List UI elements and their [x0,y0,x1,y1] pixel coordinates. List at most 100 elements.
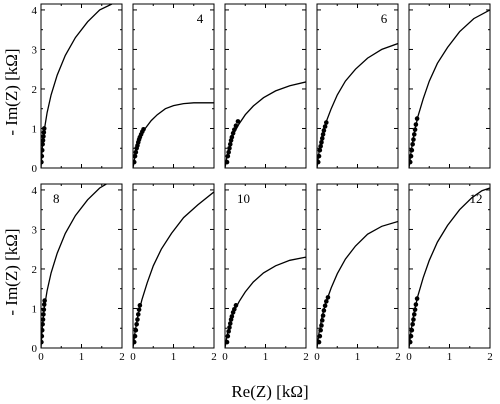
data-point [409,147,415,153]
plot-area [41,4,113,168]
data-point [41,333,45,339]
data-point [325,295,331,300]
data-point [41,307,47,312]
data-point [409,153,414,159]
data-point [41,302,47,307]
data-point [42,298,47,303]
panel-frame [40,3,123,169]
data-point [409,159,413,165]
data-point [317,147,323,153]
data-point [319,136,325,141]
data-point [324,299,329,304]
data-point [225,159,230,165]
data-point [414,116,420,121]
plot-area [225,81,306,168]
data-point [41,138,46,143]
panel-2: 4 [132,3,215,169]
data-point [232,306,237,312]
x-tick-label: 1 [79,351,85,363]
panel-5 [408,3,491,169]
plot-area [317,220,398,348]
data-point [413,122,419,127]
panel-frame [132,183,215,349]
data-point [227,325,232,330]
data-point [133,333,138,339]
data-point [317,333,323,339]
plot-area [409,187,490,348]
data-point [320,313,326,318]
data-point [133,153,138,159]
data-point [41,153,45,159]
panel-6: 0 1 2 3 4 0 1 2 8 [32,183,125,363]
data-point [410,321,415,327]
data-point [133,159,137,165]
data-point [409,333,414,339]
data-point [133,327,139,333]
x-tick-label: 2 [119,351,125,363]
panel-frame [408,3,491,169]
y-tick-label: 2 [32,84,38,96]
data-point [41,321,45,327]
data-point [324,120,329,125]
data-point [409,327,415,333]
x-tick-label: 1 [355,351,361,363]
data-point [414,296,420,301]
panel-frame [316,3,399,169]
data-point [235,119,241,124]
fit-curve [317,42,398,168]
plot-area [41,184,108,348]
data-point [233,123,239,129]
fit-curve [41,184,108,348]
data-point [225,153,231,159]
y-tick-label: 4 [32,185,38,197]
panel-7: 0 1 2 [130,183,217,363]
data-point [227,321,233,326]
data-point [225,333,231,339]
x-tick-label: 1 [447,351,453,363]
y-tick-label: 1 [32,123,38,135]
data-point [227,145,232,151]
data-point [319,140,324,145]
fit-curve [133,191,214,348]
data-point [41,130,47,135]
panel-8: 0 1 2 10 [222,183,309,363]
panel-frame [224,183,307,349]
data-point [319,323,324,328]
x-tick-label: 0 [222,351,228,363]
y-tick-label: 3 [32,224,38,236]
data-point [41,327,45,333]
x-tick-label: 0 [38,351,44,363]
panel-10: 0 1 212 [406,183,493,363]
panel-label: 12 [470,191,483,206]
data-point [229,134,235,140]
data-point [230,130,236,136]
fit-curve [225,256,306,348]
data-point [320,132,326,137]
panel-label: 6 [381,11,388,26]
y-axis-label-bottom: - Im(Z) [kΩ] [2,228,21,315]
data-point [322,124,328,129]
x-tick-label: 2 [487,351,493,363]
data-point [136,307,142,312]
data-point [317,159,321,165]
data-point [137,303,143,308]
x-tick-label: 2 [303,351,309,363]
panel-label: 10 [237,191,250,206]
data-point [227,141,233,147]
fit-curve [317,220,398,348]
data-point [319,318,325,323]
data-point [226,329,231,334]
data-point [411,137,416,142]
x-tick-label: 0 [406,351,412,363]
data-point [318,143,323,149]
y-tick-label: 1 [32,303,38,315]
data-point [322,303,328,309]
y-tick-label: 2 [32,264,38,276]
panel-9: 0 1 2 [314,183,401,363]
fit-curve [409,187,490,348]
x-tick-label: 0 [130,351,136,363]
data-point [317,153,322,159]
data-point [41,312,46,317]
fit-curve [409,9,490,168]
